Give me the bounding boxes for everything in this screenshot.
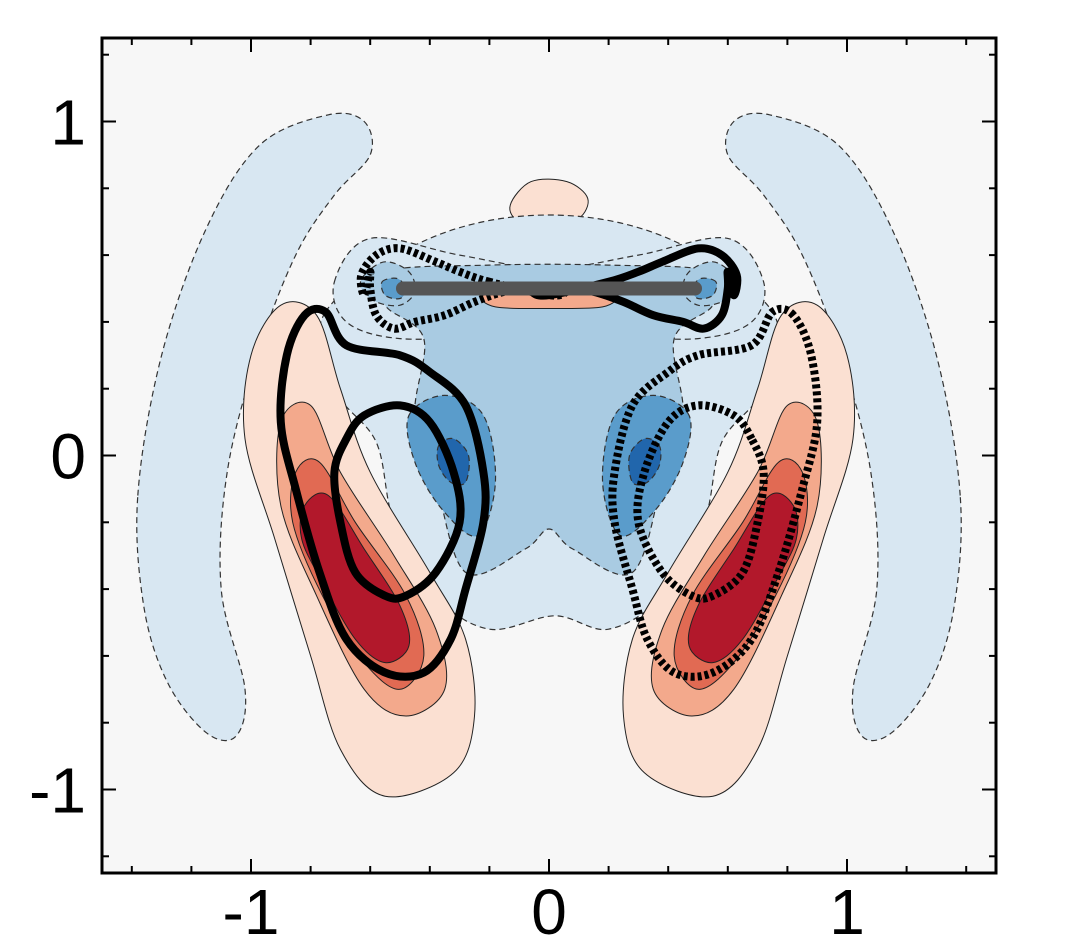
dashed-right-inner-loop <box>633 401 768 603</box>
y-tick-label: -1 <box>29 755 86 827</box>
plot-frame <box>100 36 998 875</box>
x-tick-label: -1 <box>223 876 280 948</box>
solid-left-outer-loop <box>276 304 490 681</box>
tick-labels: -1 0 1 -1 0 1 <box>29 87 865 949</box>
x-tick-label: 1 <box>829 876 865 948</box>
dashed-right-outer-loop <box>608 304 822 681</box>
solid-left-inner-loop <box>330 401 465 603</box>
x-tick-label: 0 <box>531 876 567 948</box>
y-tick-label: 0 <box>50 421 86 493</box>
contour-region-outer-blue-right <box>725 112 962 742</box>
contour-region-outer-blue-left <box>136 112 373 742</box>
y-tick-label: 1 <box>50 87 86 159</box>
